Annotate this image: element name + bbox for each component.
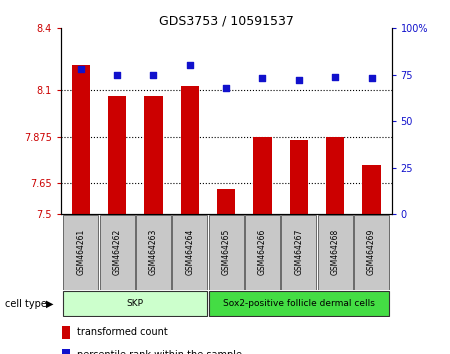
Text: SKP: SKP: [127, 298, 144, 308]
Bar: [253, 137, 271, 214]
Bar: [181, 86, 199, 214]
Point: [77, 67, 84, 72]
Text: cell type: cell type: [4, 298, 46, 309]
Text: ▶: ▶: [46, 298, 54, 309]
Point: [113, 72, 121, 78]
FancyBboxPatch shape: [172, 215, 207, 290]
Point: [332, 74, 339, 79]
Bar: [217, 189, 235, 214]
Text: transformed count: transformed count: [76, 327, 167, 337]
Point: [186, 63, 194, 68]
Text: GSM464268: GSM464268: [331, 229, 340, 275]
Bar: [62, 326, 70, 339]
Point: [368, 76, 375, 81]
Text: GSM464265: GSM464265: [221, 229, 230, 275]
FancyBboxPatch shape: [63, 215, 98, 290]
FancyBboxPatch shape: [63, 291, 207, 316]
Point: [222, 85, 230, 91]
FancyBboxPatch shape: [245, 215, 280, 290]
Text: percentile rank within the sample: percentile rank within the sample: [76, 350, 242, 354]
Bar: [290, 140, 308, 214]
Bar: [362, 165, 381, 214]
FancyBboxPatch shape: [99, 215, 135, 290]
Text: Sox2-positive follicle dermal cells: Sox2-positive follicle dermal cells: [223, 298, 375, 308]
FancyBboxPatch shape: [136, 215, 171, 290]
FancyBboxPatch shape: [318, 215, 353, 290]
Text: GSM464262: GSM464262: [112, 229, 122, 275]
Text: GSM464266: GSM464266: [258, 229, 267, 275]
Bar: [72, 65, 90, 214]
FancyBboxPatch shape: [209, 215, 243, 290]
Point: [259, 76, 266, 81]
FancyBboxPatch shape: [281, 215, 316, 290]
Title: GDS3753 / 10591537: GDS3753 / 10591537: [159, 14, 293, 27]
Text: GSM464269: GSM464269: [367, 229, 376, 275]
Text: GSM464261: GSM464261: [76, 229, 85, 275]
Bar: [326, 137, 344, 214]
Text: GSM464267: GSM464267: [294, 229, 303, 275]
Point: [150, 72, 157, 78]
FancyBboxPatch shape: [209, 291, 389, 316]
Bar: [108, 97, 126, 214]
Bar: [144, 97, 162, 214]
Text: GSM464263: GSM464263: [149, 229, 158, 275]
Point: [295, 78, 302, 83]
Bar: [62, 349, 70, 354]
Text: GSM464264: GSM464264: [185, 229, 194, 275]
FancyBboxPatch shape: [354, 215, 389, 290]
